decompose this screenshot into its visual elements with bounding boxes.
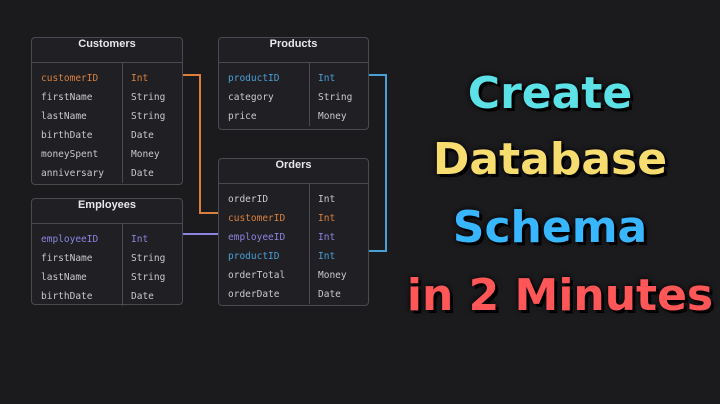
field-type: Int — [131, 234, 149, 245]
field-type: Int — [318, 251, 336, 262]
field-row: firstName String — [32, 249, 182, 268]
field-row: price Money — [219, 107, 368, 126]
field-name: employeeID — [41, 234, 99, 245]
field-name: lastName — [41, 272, 87, 283]
field-name: category — [228, 92, 274, 103]
field-row: birthDate Date — [32, 287, 182, 306]
field-name: lastName — [41, 111, 87, 122]
field-row: orderID Int — [219, 190, 368, 209]
field-name: customerID — [41, 73, 99, 84]
field-type: Int — [318, 194, 336, 205]
field-type: Int — [131, 73, 149, 84]
customer-relation-line — [183, 74, 218, 214]
field-name: moneySpent — [41, 149, 99, 160]
field-name: firstName — [41, 92, 93, 103]
field-row: orderDate Date — [219, 285, 368, 304]
field-row: employeeID Int — [32, 230, 182, 249]
orders-table: Orders orderID Int customerID Int employeeID I… — [218, 158, 369, 306]
table-title: Products — [219, 38, 368, 63]
field-row: anniversary Date — [32, 164, 182, 183]
headline-line-3: Schema — [452, 202, 648, 253]
field-type: Date — [131, 130, 154, 141]
field-name: orderID — [228, 194, 269, 205]
field-type: Date — [131, 168, 154, 179]
field-row: productID Int — [219, 247, 368, 266]
field-row: category String — [219, 88, 368, 107]
field-name: productID — [228, 251, 280, 262]
table-title: Customers — [32, 38, 182, 63]
field-row: customerID Int — [219, 209, 368, 228]
headline-line-2: Database — [432, 134, 668, 185]
field-name: birthDate — [41, 291, 93, 302]
field-row: lastName String — [32, 268, 182, 287]
table-title: Orders — [219, 159, 368, 184]
field-type: Date — [131, 291, 154, 302]
field-type: Int — [318, 73, 336, 84]
field-type: Money — [131, 149, 160, 160]
products-table: Products productID Int category String price M… — [218, 37, 369, 130]
field-type: String — [131, 253, 166, 264]
field-row: lastName String — [32, 107, 182, 126]
field-name: customerID — [228, 213, 286, 224]
headline-line-1: Create — [467, 68, 633, 119]
headline-line-4: in 2 Minutes — [406, 270, 714, 321]
field-row: customerID Int — [32, 69, 182, 88]
field-type: String — [318, 92, 353, 103]
field-name: orderTotal — [228, 270, 286, 281]
field-name: productID — [228, 73, 280, 84]
field-type: String — [131, 272, 166, 283]
field-name: anniversary — [41, 168, 104, 179]
field-name: birthDate — [41, 130, 93, 141]
field-row: firstName String — [32, 88, 182, 107]
field-type: String — [131, 92, 166, 103]
customers-table: Customers customerID Int firstName String las… — [31, 37, 183, 185]
field-row: orderTotal Money — [219, 266, 368, 285]
product-relation-line — [369, 74, 387, 252]
field-name: price — [228, 111, 257, 122]
field-type: Int — [318, 213, 336, 224]
field-row: productID Int — [219, 69, 368, 88]
field-type: Int — [318, 232, 336, 243]
table-title: Employees — [32, 199, 182, 224]
field-type: Money — [318, 270, 347, 281]
field-row: employeeID Int — [219, 228, 368, 247]
field-row: birthDate Date — [32, 126, 182, 145]
field-type: Date — [318, 289, 341, 300]
field-name: firstName — [41, 253, 93, 264]
field-row: moneySpent Money — [32, 145, 182, 164]
employees-table: Employees employeeID Int firstName String las… — [31, 198, 183, 306]
field-type: Money — [318, 111, 347, 122]
field-name: employeeID — [228, 232, 286, 243]
field-name: orderDate — [228, 289, 280, 300]
field-type: String — [131, 111, 166, 122]
